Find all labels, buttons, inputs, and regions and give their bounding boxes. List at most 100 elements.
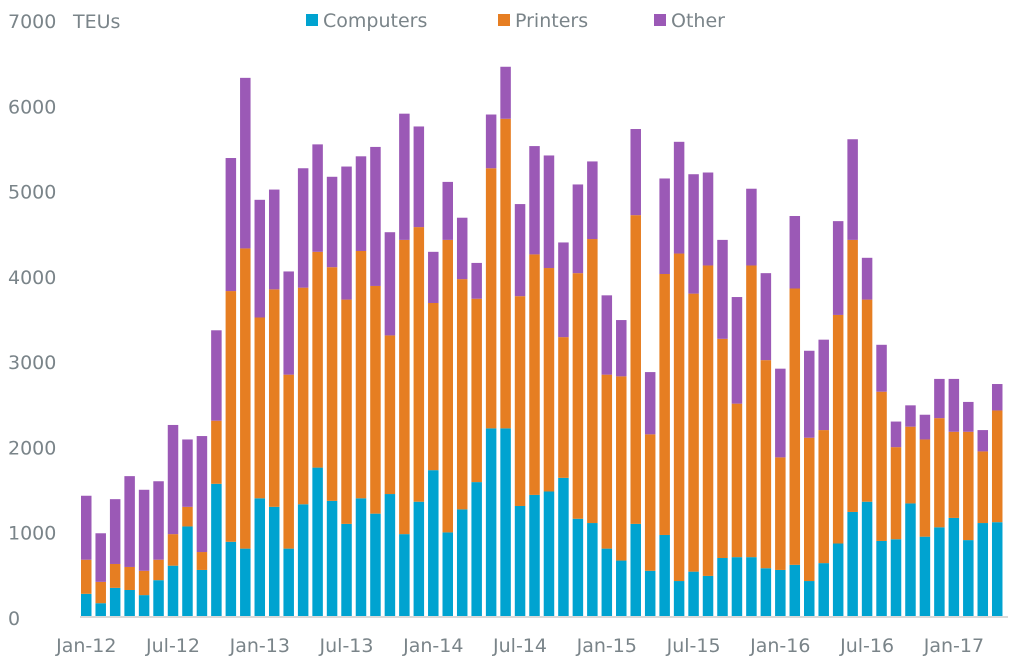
bar-printers-apr-16 <box>818 430 829 564</box>
x-axis: Jan-12 Jul-12 Jan-13 Jul-13 Jan-14 Jul-14 Jan-… <box>55 635 984 657</box>
bar-other-oct-12 <box>211 330 222 421</box>
bar-printers-oct-12 <box>211 420 222 484</box>
bar-computers-mar-12 <box>109 587 121 616</box>
bar-other-jan-13 <box>254 199 266 318</box>
bar-computers-jan-13 <box>254 498 266 616</box>
bar-other-aug-15 <box>702 172 714 266</box>
bar-other-nov-14 <box>572 184 584 274</box>
bar-other-jun-13 <box>326 176 338 268</box>
bar-other-may-14 <box>485 114 497 169</box>
bar-printers-feb-17 <box>963 431 974 541</box>
bar-other-apr-16 <box>818 339 829 431</box>
bar-other-oct-15 <box>731 297 743 404</box>
bar-printers-oct-13 <box>384 335 396 495</box>
bar-other-jul-16 <box>861 257 873 300</box>
bar-printers-apr-17 <box>991 410 1003 523</box>
bar-computers-nov-15 <box>746 557 757 616</box>
bar-other-mar-16 <box>804 350 815 438</box>
bar-other-apr-12 <box>124 476 135 567</box>
x-tick-label: Jan-15 <box>576 635 637 657</box>
bar-printers-sep-16 <box>890 447 902 540</box>
bar-other-dec-12 <box>240 77 251 249</box>
y-tick-label: 7000 <box>8 11 56 33</box>
bar-computers-nov-12 <box>225 541 237 616</box>
bar-other-jan-12 <box>81 495 92 560</box>
x-tick-label: Jul-16 <box>839 635 894 657</box>
y-axis: 0 1000 2000 3000 4000 5000 6000 7000 <box>8 11 56 630</box>
bar-computers-mar-17 <box>977 523 989 616</box>
bar-printers-apr-15 <box>644 434 656 571</box>
bar-computers-jan-14 <box>428 470 439 616</box>
bar-computers-jul-12 <box>167 565 179 616</box>
bar-computers-jun-14 <box>500 428 511 616</box>
bar-other-feb-12 <box>95 533 106 582</box>
bar-computers-feb-16 <box>789 564 801 616</box>
bar-other-feb-13 <box>268 189 280 290</box>
bar-printers-jul-12 <box>167 534 179 566</box>
bar-other-nov-13 <box>399 113 410 240</box>
bar-other-sep-14 <box>543 155 555 269</box>
bar-computers-sep-14 <box>543 491 555 616</box>
bar-computers-oct-16 <box>905 503 916 616</box>
bar-other-dec-14 <box>587 161 598 240</box>
bar-other-mar-14 <box>456 217 468 280</box>
bar-computers-oct-13 <box>384 494 396 616</box>
bar-computers-apr-15 <box>644 570 656 616</box>
bar-computers-oct-15 <box>731 557 743 616</box>
bar-printers-may-15 <box>659 274 670 535</box>
bar-computers-apr-17 <box>991 522 1003 616</box>
bar-computers-nov-13 <box>399 534 410 616</box>
bar-computers-jan-16 <box>775 569 786 616</box>
bar-printers-jun-12 <box>153 559 164 581</box>
legend: Computers Printers Other <box>306 10 725 32</box>
bar-other-oct-13 <box>384 232 396 336</box>
bar-printers-nov-15 <box>746 265 757 558</box>
bar-computers-apr-13 <box>297 504 309 616</box>
bar-other-sep-15 <box>717 239 728 339</box>
bar-other-nov-12 <box>225 158 237 292</box>
bar-printers-dec-14 <box>587 239 598 524</box>
bar-computers-aug-15 <box>702 575 714 616</box>
bar-printers-may-12 <box>138 570 150 596</box>
bar-other-may-16 <box>832 221 844 315</box>
bar-printers-jun-15 <box>673 253 685 582</box>
bar-computers-dec-13 <box>413 501 425 616</box>
y-tick-label: 3000 <box>8 352 56 374</box>
bar-computers-dec-16 <box>934 527 945 616</box>
bar-computers-jun-12 <box>153 580 164 616</box>
bar-computers-jul-15 <box>688 571 699 616</box>
y-axis-unit-label: TEUs <box>72 11 120 33</box>
bar-printers-jan-15 <box>601 374 613 549</box>
bar-other-dec-13 <box>413 126 425 228</box>
bar-computers-feb-15 <box>616 560 627 616</box>
bar-computers-jul-16 <box>861 501 873 616</box>
bar-other-jan-17 <box>948 378 960 432</box>
bar-computers-feb-14 <box>442 532 453 616</box>
bar-other-apr-15 <box>644 372 656 435</box>
bar-other-may-15 <box>659 178 670 274</box>
bar-computers-jan-15 <box>601 548 613 616</box>
bar-computers-jul-13 <box>341 523 352 616</box>
bar-computers-may-13 <box>312 467 323 616</box>
legend-label-printers: Printers <box>515 10 588 32</box>
bar-printers-mar-17 <box>977 451 989 524</box>
x-tick-label: Jul-13 <box>319 635 374 657</box>
bar-printers-jan-12 <box>81 559 92 594</box>
bar-printers-feb-13 <box>268 289 280 507</box>
bar-computers-oct-12 <box>211 483 222 616</box>
x-tick-label: Jul-12 <box>145 635 200 657</box>
bar-printers-aug-15 <box>702 265 714 576</box>
bar-computers-may-16 <box>832 543 844 616</box>
bar-other-sep-16 <box>890 421 902 448</box>
bar-printers-mar-15 <box>630 215 641 524</box>
bar-printers-mar-14 <box>456 279 468 510</box>
bar-printers-jan-13 <box>254 317 266 499</box>
bar-other-may-13 <box>312 144 323 252</box>
bar-other-jun-12 <box>153 481 164 560</box>
bar-computers-jan-12 <box>81 593 92 616</box>
x-tick-label: Jan-17 <box>923 635 984 657</box>
legend-label-other: Other <box>671 10 725 32</box>
bar-printers-jul-14 <box>514 296 526 506</box>
bar-printers-mar-16 <box>804 437 815 582</box>
bar-printers-nov-13 <box>399 239 410 535</box>
